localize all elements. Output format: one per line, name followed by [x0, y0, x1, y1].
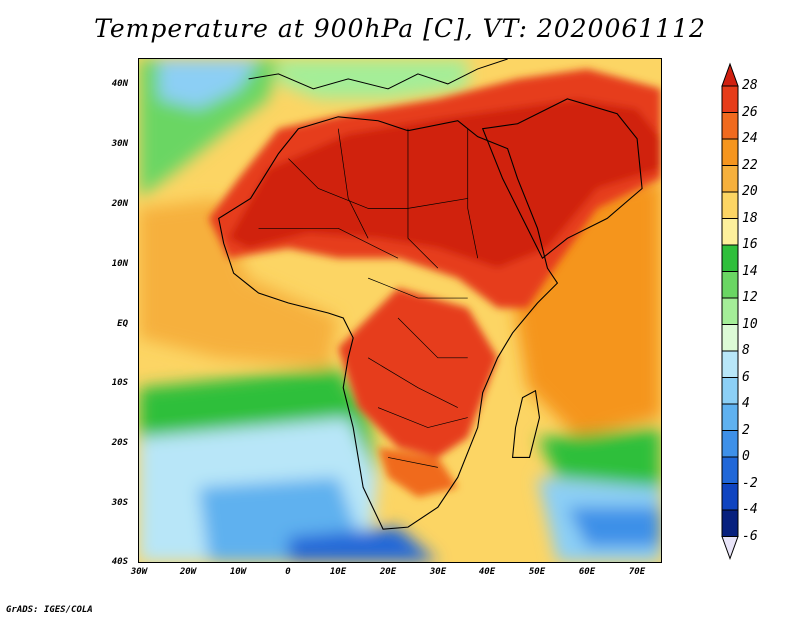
- africa-coastline: [218, 116, 559, 530]
- lat-label: 20N: [111, 199, 128, 209]
- europe-coastline: [248, 59, 508, 90]
- colorbar-label: 18: [742, 210, 758, 226]
- field-gulf-guinea: [139, 198, 339, 368]
- lat-label: 40S: [111, 557, 128, 567]
- field-indian-s: [537, 427, 661, 488]
- lat-label: 40N: [111, 79, 128, 89]
- colorbar-label: 4: [742, 396, 750, 411]
- lon-label: 30E: [429, 567, 447, 577]
- colorbar-label: -6: [742, 528, 758, 544]
- lon-label: 40E: [478, 567, 496, 577]
- lat-label: 30N: [111, 139, 128, 149]
- colorbar-swatch: [721, 377, 739, 405]
- colorbar-swatch: [721, 271, 739, 299]
- field-mediterranean: [278, 59, 468, 99]
- colorbar-swatch: [721, 138, 739, 166]
- colorbar-swatch: [721, 85, 739, 113]
- lat-label: EQ: [117, 319, 128, 329]
- temperature-map: [138, 58, 662, 563]
- colorbar-swatch: [721, 218, 739, 246]
- lat-label: 20S: [111, 438, 128, 448]
- colorbar-swatch: [721, 297, 739, 325]
- colorbar-label: -2: [742, 475, 758, 491]
- colorbar-swatch: [721, 244, 739, 272]
- colorbar-label: 16: [742, 237, 758, 252]
- field-n-atlantic-cool: [158, 59, 259, 109]
- colorbar-label: 12: [742, 290, 758, 305]
- colorbar-swatch: [721, 112, 739, 140]
- colorbar-label: 26: [742, 104, 758, 120]
- field-sahara-hottest: [228, 98, 661, 269]
- chart-title: Temperature at 900hPa [C], VT: 202006111…: [94, 14, 706, 43]
- colorbar-label: 10: [742, 316, 758, 332]
- colorbar-swatch: [721, 165, 739, 193]
- lat-label: 30S: [111, 498, 128, 508]
- arabia-coastline: [481, 98, 643, 260]
- colorbar-label: 28: [742, 78, 758, 93]
- lon-label: 20W: [179, 567, 197, 577]
- colorbar-swatch: [721, 324, 739, 352]
- field-indian-cold: [567, 507, 661, 548]
- colorbar-label: 22: [742, 157, 758, 173]
- lon-label: 0: [285, 567, 291, 577]
- lon-label: 10W: [229, 567, 247, 577]
- colorbar-swatch: [721, 483, 739, 511]
- colorbar-min-arrow: [721, 536, 739, 560]
- lat-label: 10N: [111, 259, 128, 269]
- lon-label: 70E: [628, 567, 646, 577]
- lon-label: 50E: [528, 567, 546, 577]
- field-s-africa-hot: [338, 288, 498, 458]
- colorbar-label: 8: [742, 343, 750, 358]
- lat-label: 10S: [111, 378, 128, 388]
- colorbar-swatch: [721, 456, 739, 484]
- colorbar-label: 0: [742, 449, 750, 464]
- colorbar-swatch: [721, 350, 739, 378]
- colorbar-swatch: [721, 191, 739, 219]
- colorbar-swatch: [721, 430, 739, 458]
- colorbar-label: 6: [742, 369, 750, 385]
- colorbar-swatch: [721, 403, 739, 431]
- field-s-africa-orange: [378, 447, 458, 498]
- field-s-atlantic-deep: [288, 527, 438, 562]
- colorbar-label: 24: [742, 131, 758, 146]
- colorbar-label: 14: [742, 263, 758, 279]
- credit-label: GrADS: IGES/COLA: [6, 605, 93, 615]
- colorbar-label: -4: [742, 502, 758, 517]
- madagascar-coastline: [511, 389, 541, 458]
- colorbar-label: 20: [742, 184, 758, 199]
- colorbar-max-arrow: [721, 62, 739, 87]
- lon-label: 60E: [578, 567, 596, 577]
- colorbar-swatch: [721, 509, 739, 537]
- lon-label: 10E: [329, 567, 347, 577]
- colorbar-label: 2: [742, 422, 750, 438]
- country-borders: [258, 128, 479, 468]
- lon-label: 30W: [130, 567, 148, 577]
- lon-label: 20E: [379, 567, 397, 577]
